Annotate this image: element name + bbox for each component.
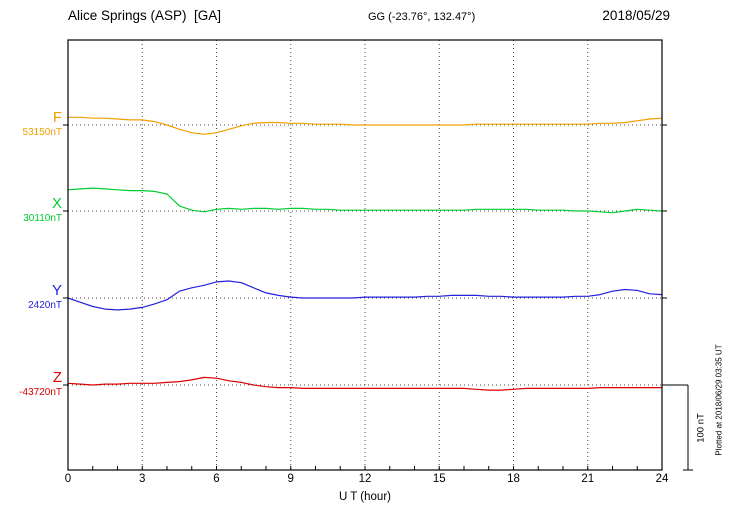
channel-name-x: X [51,195,62,212]
x-tick-label: 18 [507,473,520,485]
scale-bar-label: 100 nT [695,413,707,443]
plot-date: 2018/05/29 [602,8,670,23]
x-tick-label: 15 [432,473,446,485]
channel-name-y: Y [51,282,62,299]
channel-baseline-x: 30110nT [23,212,62,224]
channel-label-y: Y 2420nT [0,282,62,311]
x-tick-label: 6 [213,473,220,485]
x-tick-label: 21 [581,473,595,485]
channel-baseline-y: 2420nT [28,299,62,311]
plotted-at-note: Plotted at 2018/06/29 03:35 UT [714,344,724,456]
station-title: Alice Springs (ASP) [GA] [68,8,222,23]
channel-label-f: F 53150nT [0,109,62,138]
x-axis-label: U T (hour) [339,491,391,503]
channel-baseline-f: 53150nT [22,126,62,138]
channel-baseline-z: -43720nT [19,386,62,398]
x-tick-label: 0 [64,473,72,485]
x-tick-label: 9 [287,473,294,485]
x-axis-ticks: 0 3 6 9 12 15 18 21 24 [0,473,730,487]
x-tick-label: 3 [139,473,146,485]
x-tick-label: 24 [655,473,669,485]
channel-name-f: F [52,109,62,126]
channel-name-z: Z [52,369,62,386]
x-tick-label: 12 [358,473,372,485]
channel-label-z: Z -43720nT [0,369,62,398]
gg-coordinates: GG (-23.76°, 132.47°) [368,11,476,23]
channel-label-x: X 30110nT [0,195,62,224]
